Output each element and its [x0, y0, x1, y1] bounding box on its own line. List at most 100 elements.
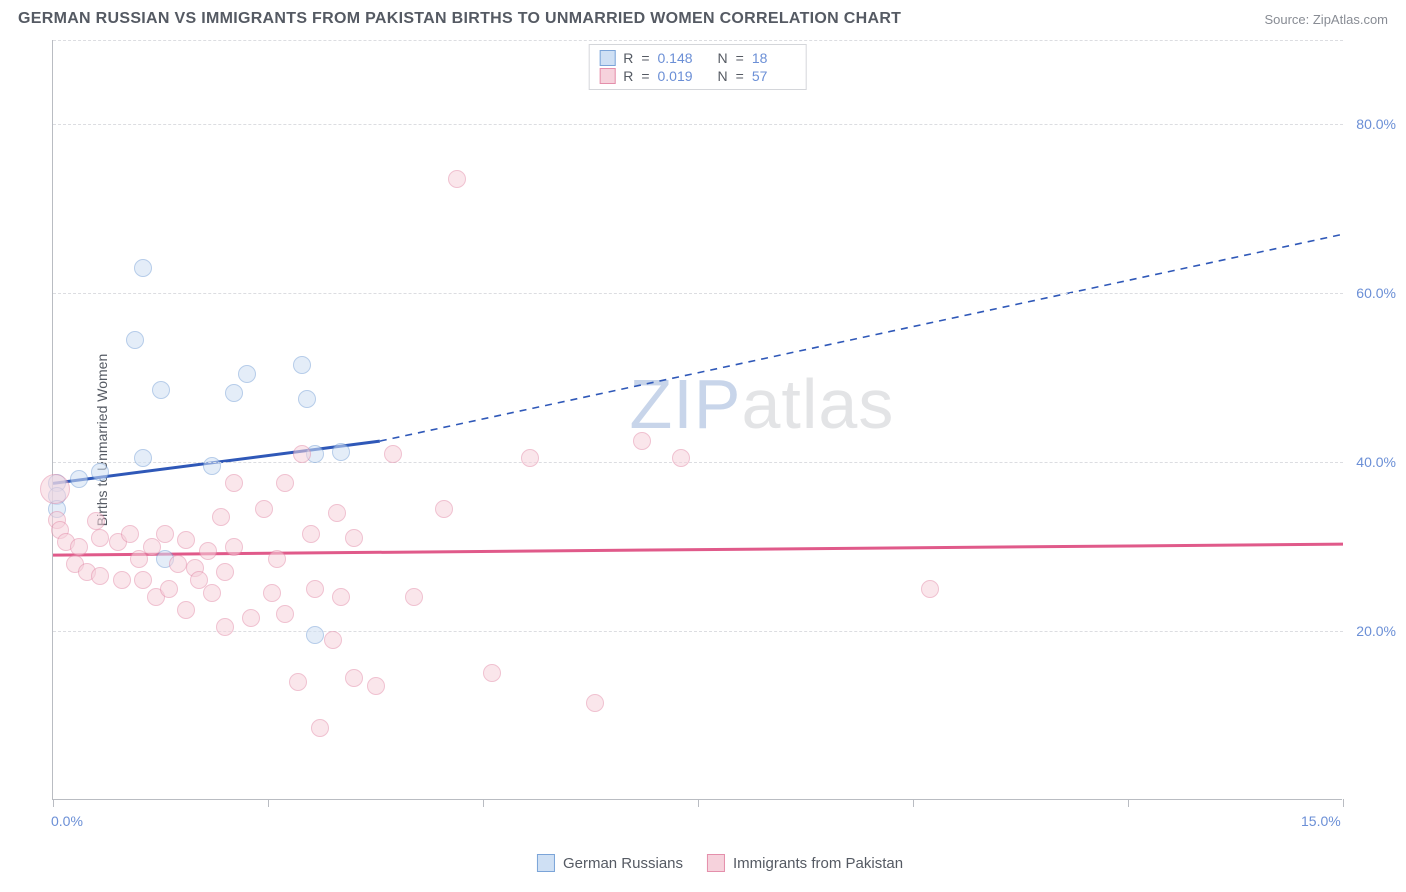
scatter-point [143, 538, 161, 556]
y-tick-label: 80.0% [1356, 116, 1396, 132]
scatter-point [302, 525, 320, 543]
y-tick-label: 40.0% [1356, 454, 1396, 470]
scatter-point [216, 563, 234, 581]
scatter-point [306, 445, 324, 463]
scatter-point [345, 669, 363, 687]
x-tick [483, 799, 484, 807]
stat-swatch [599, 50, 615, 66]
stat-eq: = [736, 68, 744, 84]
scatter-point [306, 626, 324, 644]
scatter-point [483, 664, 501, 682]
stat-N-label: N [718, 50, 728, 66]
gridline-h [53, 124, 1343, 125]
legend-label: German Russians [563, 855, 683, 872]
scatter-point [177, 531, 195, 549]
scatter-point [169, 555, 187, 573]
scatter-point [66, 555, 84, 573]
scatter-point [405, 588, 423, 606]
stat-R-label: R [623, 68, 633, 84]
gridline-h [53, 293, 1343, 294]
watermark: ZIPatlas [630, 364, 895, 444]
scatter-point [268, 550, 286, 568]
x-tick [268, 799, 269, 807]
scatter-point [40, 474, 70, 504]
scatter-point [225, 384, 243, 402]
scatter-point [134, 449, 152, 467]
scatter-point [586, 694, 604, 712]
source-label: Source: ZipAtlas.com [1264, 12, 1388, 27]
scatter-point [384, 445, 402, 463]
scatter-point [324, 631, 342, 649]
scatter-point [51, 521, 69, 539]
scatter-point [238, 365, 256, 383]
scatter-point [186, 559, 204, 577]
scatter-point [203, 457, 221, 475]
scatter-point [91, 463, 109, 481]
scatter-point [57, 533, 75, 551]
scatter-point [633, 432, 651, 450]
chart-title: GERMAN RUSSIAN VS IMMIGRANTS FROM PAKIST… [18, 10, 901, 28]
x-tick [1128, 799, 1129, 807]
scatter-point [289, 673, 307, 691]
scatter-point [91, 529, 109, 547]
legend-item: Immigrants from Pakistan [707, 854, 903, 872]
stat-box: R=0.148N=18R=0.019N=57 [588, 44, 807, 90]
x-tick [913, 799, 914, 807]
scatter-point [134, 571, 152, 589]
scatter-point [328, 504, 346, 522]
legend-item: German Russians [537, 854, 683, 872]
scatter-point [435, 500, 453, 518]
stat-R-label: R [623, 50, 633, 66]
legend-swatch [707, 854, 725, 872]
scatter-point [311, 719, 329, 737]
scatter-point [212, 508, 230, 526]
y-tick-label: 60.0% [1356, 285, 1396, 301]
scatter-point [109, 533, 127, 551]
title-bar: GERMAN RUSSIAN VS IMMIGRANTS FROM PAKIST… [0, 0, 1406, 34]
stat-eq: = [736, 50, 744, 66]
scatter-point [203, 584, 221, 602]
scatter-point [156, 525, 174, 543]
scatter-point [298, 390, 316, 408]
scatter-point [332, 588, 350, 606]
scatter-point [332, 443, 350, 461]
x-tick [53, 799, 54, 807]
trend-lines-svg [53, 40, 1343, 800]
gridline-h [53, 631, 1343, 632]
scatter-point [160, 580, 178, 598]
scatter-point [48, 500, 66, 518]
legend-swatch [537, 854, 555, 872]
x-tick-label: 0.0% [51, 813, 83, 829]
scatter-point [263, 584, 281, 602]
scatter-point [134, 259, 152, 277]
scatter-point [345, 529, 363, 547]
stat-R-value: 0.148 [658, 50, 702, 66]
plot-wrap: Births to Unmarried Women ZIPatlas R=0.1… [52, 40, 1388, 840]
scatter-point [672, 449, 690, 467]
stat-swatch [599, 68, 615, 84]
trend-line-dashed [380, 234, 1343, 441]
scatter-point [216, 618, 234, 636]
scatter-point [130, 550, 148, 568]
stat-eq: = [641, 50, 649, 66]
watermark-zip: ZIP [630, 365, 742, 443]
x-tick [698, 799, 699, 807]
scatter-point [70, 538, 88, 556]
scatter-point [276, 474, 294, 492]
scatter-point [87, 512, 105, 530]
scatter-point [276, 605, 294, 623]
gridline-h [53, 40, 1343, 41]
scatter-point [48, 474, 66, 492]
stat-R-value: 0.019 [658, 68, 702, 84]
scatter-point [306, 580, 324, 598]
x-tick-label: 15.0% [1301, 813, 1341, 829]
scatter-point [225, 538, 243, 556]
scatter-point [70, 470, 88, 488]
stat-N-value: 18 [752, 50, 796, 66]
scatter-point [521, 449, 539, 467]
scatter-point [367, 677, 385, 695]
legend-label: Immigrants from Pakistan [733, 855, 903, 872]
y-tick-label: 20.0% [1356, 623, 1396, 639]
scatter-point [293, 445, 311, 463]
bottom-legend: German Russians Immigrants from Pakistan [537, 854, 903, 872]
